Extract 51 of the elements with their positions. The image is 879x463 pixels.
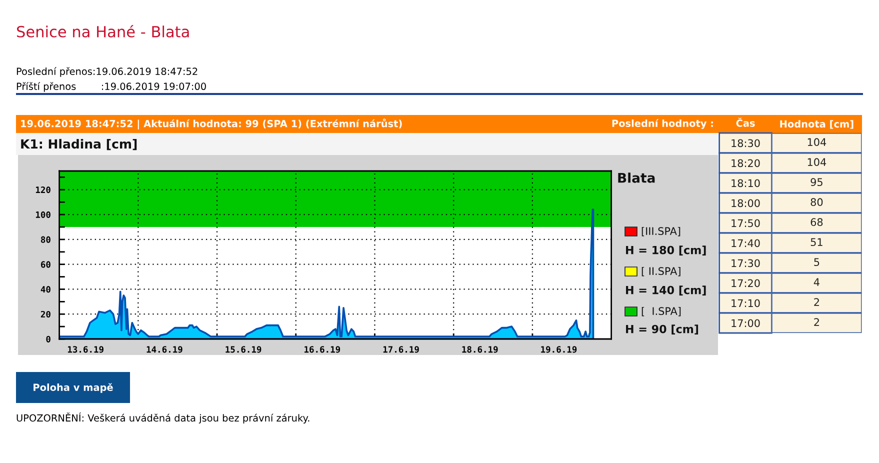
text: [III.SPA] <box>642 226 680 236</box>
y-axis-title: Čas <box>736 118 755 127</box>
chart-title: Senice na Hané - Blata <box>17 24 189 38</box>
x-tick-label: 17.6.19 <box>383 346 419 353</box>
y-tick-label: 60 <box>40 261 50 268</box>
text: [ II.SPA] <box>642 266 680 276</box>
data-label: 2 <box>814 298 819 306</box>
text: Příští přenos :19.06.2019 19:07:00 <box>16 82 206 92</box>
text: [ I.SPA] <box>642 306 681 316</box>
x-tick-label: 14.6.19 <box>146 346 182 353</box>
y-tick-label: 0 <box>46 336 50 342</box>
x-tick-label: 16.6.19 <box>304 346 340 353</box>
data-label: 104 <box>808 138 826 146</box>
y-tick-label: 80 <box>40 236 50 243</box>
text: 19.06.2019 18:47:52 | Aktuální hodnota: 99 (SPA 1) (Extrémní nárůst) <box>21 118 402 130</box>
y-tick-label: 18:30 <box>732 139 760 148</box>
x-tick-label: 13.6.19 <box>68 346 104 353</box>
text: H = 140 [cm] <box>626 286 706 296</box>
x-tick-label: 18.6.19 <box>462 346 498 353</box>
y-tick-label: 17:00 <box>732 319 760 328</box>
x-tick-label: Hodnota [cm] <box>780 120 854 129</box>
y-tick-label: 17:50 <box>732 219 760 228</box>
y-tick-label: 18:10 <box>732 179 760 188</box>
data-label: 95 <box>810 178 822 186</box>
y-tick-label: 20 <box>40 310 50 318</box>
y-tick-label: 18:00 <box>732 199 760 208</box>
y-tick-label: 100 <box>36 211 50 218</box>
data-label: 4 <box>814 278 820 286</box>
y-tick-label: 17:30 <box>732 259 760 268</box>
data-label: 2 <box>814 318 819 326</box>
data-label: 104 <box>808 158 826 166</box>
x-tick-label: 15.6.19 <box>226 346 262 353</box>
y-tick-label: 18:20 <box>732 159 760 168</box>
data-label: 51 <box>810 238 822 246</box>
y-tick-label: 17:20 <box>732 279 760 288</box>
text: UPOZORNĚNÍ: Veškerá uváděná data jsou bez právní záruky. <box>16 412 310 424</box>
text: Poslední přenos:19.06.2019 18:47:52 <box>16 67 198 77</box>
text: Blata <box>618 172 655 183</box>
text: H = 180 [cm] <box>626 246 706 256</box>
y-tick-label: 120 <box>36 186 50 194</box>
data-label: 5 <box>814 258 820 266</box>
data-label: 68 <box>810 218 823 226</box>
data-label: 80 <box>810 198 823 206</box>
y-tick-label: 40 <box>40 286 50 293</box>
chart-subtitle: K1: Hladina [cm] <box>21 138 137 150</box>
y-tick-label: 17:40 <box>732 239 760 248</box>
x-tick-label: 19.6.19 <box>541 346 577 353</box>
y-tick-label: 17:10 <box>732 299 760 308</box>
text: H = 90 [cm] <box>626 324 698 335</box>
text: Poloha v mapě <box>34 383 113 393</box>
text: Poslední hodnoty : <box>612 119 713 129</box>
